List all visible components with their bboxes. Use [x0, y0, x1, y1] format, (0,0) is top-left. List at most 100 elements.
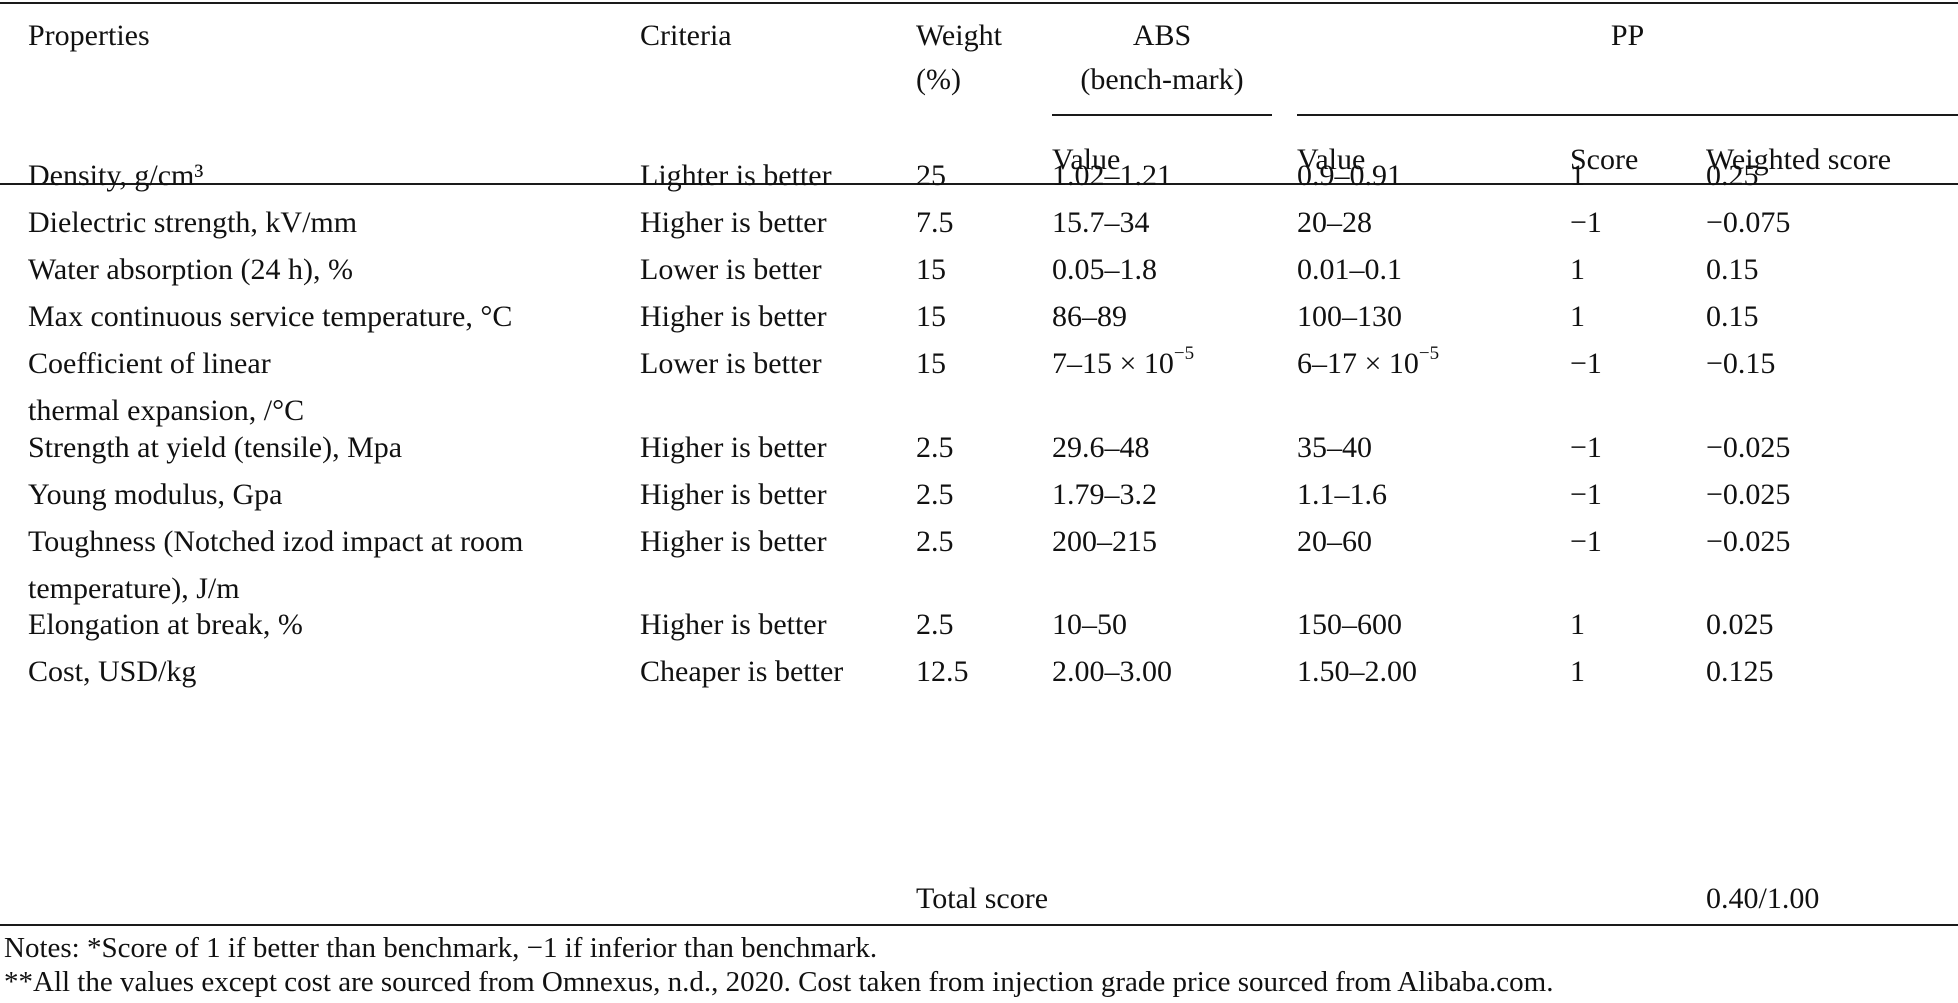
cell-abs-value: 200–215	[1052, 518, 1157, 565]
cell-criteria: Lighter is better	[640, 159, 832, 192]
table-bottom-rule	[0, 924, 1958, 926]
cell-weight: 2.5	[916, 608, 954, 641]
cell-weight: 2.5	[916, 431, 954, 464]
exponent-superscript: −5	[1173, 343, 1195, 364]
cell-property: Young modulus, Gpa	[28, 478, 283, 511]
cell-property: Coefficient of linear	[28, 347, 271, 380]
header-criteria: Criteria	[640, 19, 732, 52]
cell-criteria: Cheaper is better	[640, 655, 844, 688]
value-text: 10–50	[1052, 608, 1127, 641]
cell-property: Strength at yield (tensile), Mpa	[28, 431, 403, 464]
cell-weight: 15	[916, 347, 946, 380]
cell-pp-value: 35–40	[1297, 424, 1372, 471]
value-text: 1.1–1.6	[1297, 478, 1387, 511]
cell-property: Water absorption (24 h), %	[28, 253, 353, 286]
cell-pp-value: 0.01–0.1	[1297, 246, 1402, 293]
cell-weight: 2.5	[916, 525, 954, 558]
value-text: 1.50–2.00	[1297, 655, 1417, 688]
cell-score: 1	[1570, 159, 1585, 192]
cell-weighted-score: −0.025	[1706, 478, 1791, 511]
cell-abs-value: 7–15 × 10−5	[1052, 340, 1194, 387]
cell-abs-value: 86–89	[1052, 293, 1127, 340]
abs-group-rule	[1052, 114, 1272, 116]
cell-score: −1	[1570, 347, 1602, 380]
cell-criteria: Higher is better	[640, 478, 827, 511]
cell-weighted-score: −0.075	[1706, 206, 1791, 239]
exponent-superscript: −5	[1418, 343, 1440, 364]
value-text: 6–17 × 10	[1297, 347, 1419, 380]
cell-weighted-score: 0.025	[1706, 608, 1774, 641]
cell-weighted-score: −0.025	[1706, 525, 1791, 558]
value-text: 86–89	[1052, 300, 1127, 333]
value-text: 100–130	[1297, 300, 1402, 333]
header-pp-value: Value	[1297, 143, 1366, 176]
cell-score: 1	[1570, 253, 1585, 286]
header-pp-weighted-score: Weighted score	[1706, 143, 1892, 176]
cell-property: Density, g/cm³	[28, 159, 204, 192]
note-score: Notes: *Score of 1 if better than benchm…	[4, 932, 878, 964]
header-abs-line2: (bench-mark)	[1080, 63, 1244, 96]
cell-score: 1	[1570, 655, 1585, 688]
header-abs-value: Value	[1052, 143, 1121, 176]
value-text: 150–600	[1297, 608, 1402, 641]
cell-property: thermal expansion, /°C	[28, 394, 305, 427]
value-text: 20–60	[1297, 525, 1372, 558]
cell-criteria: Higher is better	[640, 525, 827, 558]
value-text: 2.00–3.00	[1052, 655, 1172, 688]
cell-weight: 12.5	[916, 655, 969, 688]
cell-weighted-score: 0.125	[1706, 655, 1774, 688]
cell-property: Toughness (Notched izod impact at room	[28, 525, 524, 558]
header-abs-line1: ABS	[1132, 19, 1192, 52]
cell-property: Max continuous service temperature, °C	[28, 300, 513, 333]
cell-property: Dielectric strength, kV/mm	[28, 206, 358, 239]
value-text: 0.9–0.91	[1297, 159, 1402, 192]
value-text: 0.01–0.1	[1297, 253, 1402, 286]
cell-pp-value: 6–17 × 10−5	[1297, 340, 1439, 387]
table-top-rule	[0, 2, 1958, 4]
cell-property: Elongation at break, %	[28, 608, 303, 641]
value-text: 1.79–3.2	[1052, 478, 1157, 511]
cell-weighted-score: 0.25	[1706, 159, 1759, 192]
cell-score: 1	[1570, 300, 1585, 333]
value-text: 15.7–34	[1052, 206, 1150, 239]
pp-group-rule	[1297, 114, 1958, 116]
cell-abs-value: 1.79–3.2	[1052, 471, 1157, 518]
value-text: 1.02–1.21	[1052, 159, 1172, 192]
cell-weight: 15	[916, 253, 946, 286]
cell-pp-value: 150–600	[1297, 601, 1402, 648]
cell-abs-value: 1.02–1.21	[1052, 152, 1172, 199]
cell-weight: 2.5	[916, 478, 954, 511]
cell-criteria: Higher is better	[640, 206, 827, 239]
cell-pp-value: 1.50–2.00	[1297, 648, 1417, 695]
value-text: 35–40	[1297, 431, 1372, 464]
cell-pp-value: 0.9–0.91	[1297, 152, 1402, 199]
cell-weighted-score: 0.15	[1706, 253, 1759, 286]
cell-criteria: Lower is better	[640, 347, 822, 380]
value-text: 200–215	[1052, 525, 1157, 558]
cell-weight: 25	[916, 159, 946, 192]
header-pp: PP	[1610, 19, 1645, 52]
cell-score: −1	[1570, 206, 1602, 239]
cell-criteria: Higher is better	[640, 431, 827, 464]
value-text: 0.05–1.8	[1052, 253, 1157, 286]
cell-weight: 7.5	[916, 206, 954, 239]
cell-abs-value: 0.05–1.8	[1052, 246, 1157, 293]
cell-abs-value: 29.6–48	[1052, 424, 1150, 471]
cell-pp-value: 100–130	[1297, 293, 1402, 340]
header-weight-line1: Weight	[916, 19, 1002, 52]
cell-score: −1	[1570, 478, 1602, 511]
header-pp-score: Score	[1570, 143, 1639, 176]
header-weight-line2: (%)	[916, 63, 961, 96]
value-text: 7–15 × 10	[1052, 347, 1174, 380]
cell-weighted-score: −0.15	[1706, 347, 1776, 380]
total-score-label: Total score	[916, 882, 1049, 915]
cell-criteria: Lower is better	[640, 253, 822, 286]
cell-abs-value: 2.00–3.00	[1052, 648, 1172, 695]
cell-pp-value: 20–28	[1297, 199, 1372, 246]
cell-abs-value: 15.7–34	[1052, 199, 1150, 246]
cell-weight: 15	[916, 300, 946, 333]
cell-weighted-score: −0.025	[1706, 431, 1791, 464]
total-score-value: 0.40/1.00	[1706, 882, 1820, 915]
value-text: 20–28	[1297, 206, 1372, 239]
cell-score: −1	[1570, 431, 1602, 464]
